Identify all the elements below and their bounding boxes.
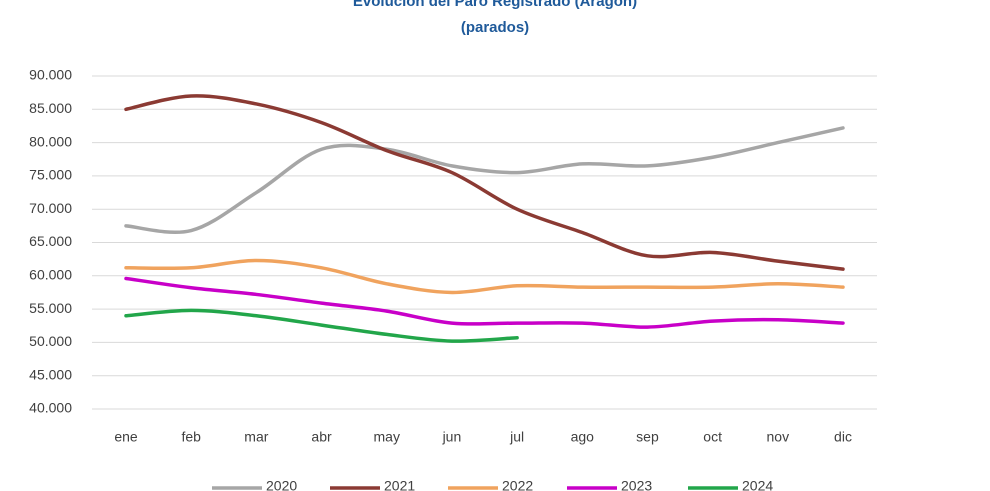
x-tick-label: may	[374, 429, 400, 445]
line-series	[124, 276, 845, 329]
legend-label: 2023	[621, 478, 652, 491]
x-tick-label: jun	[442, 429, 462, 445]
y-tick-label: 90.000	[29, 67, 72, 83]
chart-subtitle: (parados)	[461, 19, 529, 36]
y-tick-label: 55.000	[29, 300, 72, 316]
y-tick-label: 40.000	[29, 400, 72, 416]
x-tick-label: feb	[181, 429, 201, 445]
y-tick-label: 65.000	[29, 233, 72, 249]
y-tick-label: 85.000	[29, 100, 72, 116]
line-series	[124, 126, 845, 235]
x-tick-label: abr	[311, 429, 332, 445]
legend-label: 2020	[266, 478, 297, 491]
legend-label: 2022	[502, 478, 533, 491]
legend-label: 2021	[384, 478, 415, 491]
line-series	[124, 308, 519, 343]
y-tick-label: 80.000	[29, 133, 72, 149]
y-tick-label: 60.000	[29, 267, 72, 283]
y-tick-label: 45.000	[29, 366, 72, 382]
x-tick-label: ene	[114, 429, 138, 445]
line-series	[124, 94, 845, 271]
line-series	[124, 258, 845, 295]
x-tick-label: dic	[834, 429, 852, 445]
y-tick-label: 70.000	[29, 200, 72, 216]
x-tick-label: mar	[244, 429, 268, 445]
legend-label: 2024	[742, 478, 773, 491]
chart-title: Evolución del Paro Registrado (Aragón)	[353, 0, 637, 10]
x-tick-label: jul	[509, 429, 524, 445]
x-tick-label: oct	[703, 429, 722, 445]
x-tick-label: nov	[767, 429, 790, 445]
y-tick-label: 75.000	[29, 167, 72, 183]
x-tick-label: ago	[571, 429, 595, 445]
x-tick-label: sep	[636, 429, 659, 445]
y-tick-label: 50.000	[29, 333, 72, 349]
